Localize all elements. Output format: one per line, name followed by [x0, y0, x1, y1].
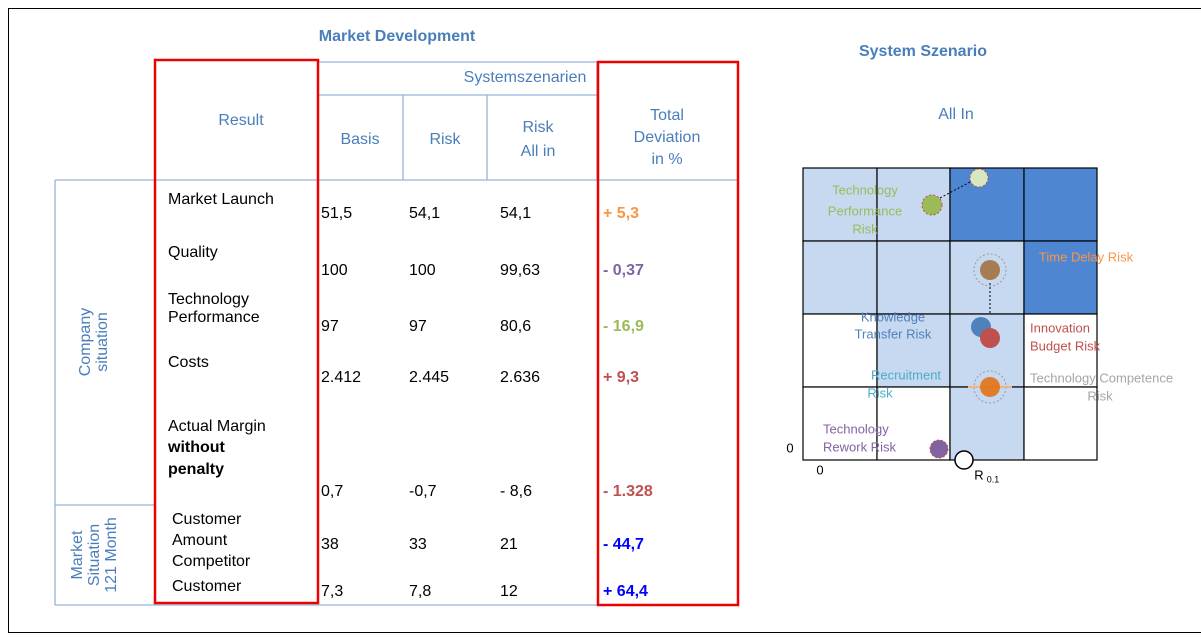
highlight-box — [153, 58, 320, 605]
risk-label: Performance — [827, 203, 903, 219]
row-label: Quality — [168, 244, 218, 261]
axis-label: 0 — [816, 462, 824, 478]
group-header: Systemszenarien — [463, 69, 587, 86]
risk-label: Budget Risk — [1030, 338, 1101, 354]
cell: 54,1 — [409, 205, 441, 222]
row-label: Costs — [168, 354, 209, 371]
cell: 21 — [500, 536, 518, 553]
row-group-label: Company situation — [77, 307, 112, 377]
cell: 12 — [500, 583, 518, 600]
group-line: Company — [77, 307, 95, 377]
row-label: Amount — [172, 532, 228, 549]
deviation: - 1.328 — [603, 483, 653, 500]
cell: -0,7 — [409, 483, 437, 500]
risk-label: Knowledge — [860, 309, 926, 325]
diagram-title: System Szenario — [858, 43, 988, 60]
cell: 100 — [409, 262, 436, 279]
risk-label: Risk — [867, 385, 893, 401]
row-label: Customer — [172, 578, 242, 595]
cell: 0,7 — [321, 483, 344, 500]
cell: 99,63 — [500, 262, 541, 279]
deviation: - 0,37 — [603, 262, 644, 279]
cell: 2.445 — [409, 369, 450, 386]
diagram-subtitle: All In — [938, 106, 974, 123]
cell: 80,6 — [500, 318, 532, 335]
row-label: penalty — [168, 461, 225, 478]
highlight-box — [596, 60, 740, 607]
cell: 2.412 — [321, 369, 362, 386]
deviation: - 44,7 — [603, 536, 644, 553]
row-label: Performance — [168, 309, 260, 326]
risk-label: Technology Competence — [1030, 370, 1174, 386]
axis-label: R — [974, 467, 984, 483]
cell: 33 — [409, 536, 427, 553]
risk-label: Rework Risk — [823, 439, 896, 455]
column-header: Basis — [340, 131, 380, 148]
row-label: Market Launch — [168, 191, 274, 208]
risk-label: Technology — [832, 182, 898, 198]
group-line: Situation — [85, 523, 103, 587]
column-header: Result — [218, 112, 264, 129]
cell: 100 — [321, 262, 348, 279]
column-header: Deviation — [633, 129, 701, 146]
cell: - 8,6 — [500, 483, 533, 500]
row-label: Technology — [168, 291, 249, 308]
row-group-label: Market Situation 121 Month — [68, 517, 120, 593]
risk-label: Technology — [823, 421, 889, 437]
deviation: + 5,3 — [603, 205, 640, 222]
table-title: Market Development — [318, 28, 476, 45]
cell: 54,1 — [500, 205, 532, 222]
row-label: Customer — [172, 511, 242, 528]
axis-label: 0 — [786, 440, 794, 456]
deviation: - 16,9 — [603, 318, 644, 335]
group-line: situation — [94, 312, 111, 372]
column-header: in % — [651, 151, 683, 168]
column-header: Risk — [429, 131, 461, 148]
deviation: + 9,3 — [603, 369, 640, 386]
group-line: Market — [68, 530, 86, 580]
column-header: Risk — [522, 119, 554, 136]
risk-label: Time Delay Risk — [1038, 249, 1134, 265]
column-header: All in — [520, 143, 556, 160]
risk-label: Recruitment — [870, 367, 942, 383]
row-label: without — [168, 439, 225, 456]
risk-label: Risk — [852, 221, 878, 237]
column-header: Total — [650, 107, 684, 124]
row-label: Competitor — [172, 553, 251, 570]
cell: 97 — [409, 318, 427, 335]
deviation: + 64,4 — [603, 583, 648, 600]
cell: 2.636 — [500, 369, 541, 386]
cell: 38 — [321, 536, 339, 553]
frame — [8, 8, 1201, 633]
axis-label-sub: 0.1 — [986, 474, 1000, 485]
risk-label: Innovation — [1030, 320, 1090, 336]
cell: 97 — [321, 318, 339, 335]
risk-markers — [921, 168, 1012, 470]
cell: 51,5 — [321, 205, 353, 222]
risk-label: Transfer Risk — [854, 326, 932, 342]
risk-label: Risk — [1087, 388, 1113, 404]
cell: 7,8 — [409, 583, 432, 600]
group-line: 121 Month — [102, 517, 120, 593]
row-label: Actual Margin — [168, 418, 266, 435]
cell: 7,3 — [321, 583, 344, 600]
